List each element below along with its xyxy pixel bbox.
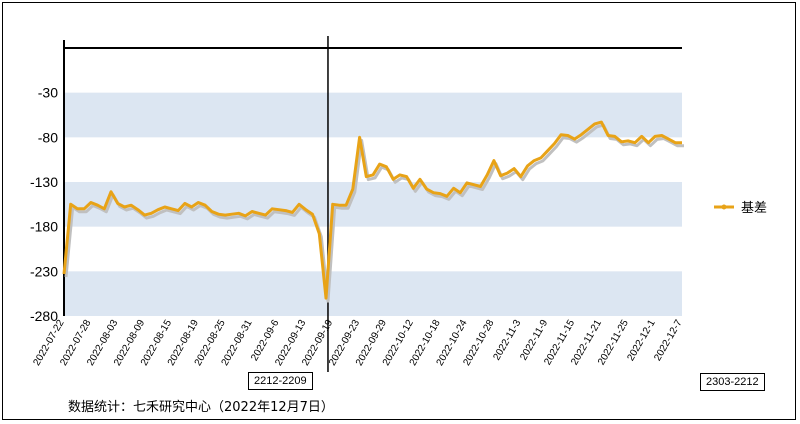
y-tick-label: -180 (30, 219, 58, 235)
background-band (64, 182, 682, 227)
series-line-jicha (62, 120, 682, 300)
background-band (64, 271, 682, 316)
contract-spread-tag-left: 2212-2209 (248, 372, 313, 390)
y-tick-label: -130 (30, 174, 58, 190)
source-note: 数据统计：七禾研究中心（2022年12月7日） (68, 400, 334, 415)
y-tick-label: -30 (38, 85, 58, 101)
y-axis: -30 -80 -130 -180 -230 -280 (30, 36, 682, 372)
legend-marker (721, 204, 727, 210)
contract-spread-tag-right: 2303-2212 (700, 373, 765, 391)
legend-label: 基差 (741, 201, 767, 216)
y-tick-label: -80 (38, 129, 58, 145)
x-axis: 2022-07-222022-07-282022-08-032022-08-09… (31, 318, 684, 368)
background-band (64, 92, 682, 138)
y-tick-label: -230 (30, 263, 58, 279)
series-shadow (64, 123, 684, 303)
legend: 基差 (714, 201, 767, 216)
series-layer (62, 120, 684, 303)
y-tick-label: -280 (30, 308, 58, 324)
background-bands (64, 92, 682, 316)
